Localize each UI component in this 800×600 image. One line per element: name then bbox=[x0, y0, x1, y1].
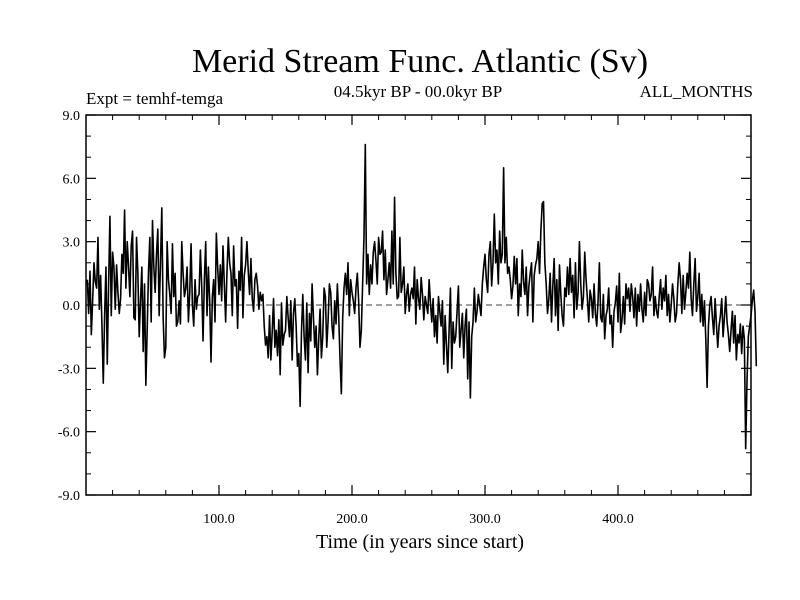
y-tick-label: 3.0 bbox=[63, 236, 81, 251]
x-axis: 100.0 200.0 300.0 400.0 bbox=[112, 115, 725, 527]
experiment-label: Expt = temhf-temga bbox=[86, 89, 224, 108]
series-line bbox=[86, 143, 758, 450]
y-tick-label: 9.0 bbox=[63, 109, 81, 124]
y-tick-label: -9.0 bbox=[58, 489, 80, 504]
y-tick-label: -3.0 bbox=[58, 362, 80, 377]
chart-title: Merid Stream Func. Atlantic (Sv) bbox=[192, 43, 648, 80]
y-tick-label: -6.0 bbox=[58, 426, 80, 441]
y-axis: 9.0 6.0 3.0 0.0 -3.0 -6.0 -9.0 bbox=[58, 109, 751, 504]
plot-area: 9.0 6.0 3.0 0.0 -3.0 -6.0 -9.0 100.0 200.0 300.0… bbox=[58, 109, 758, 527]
x-tick-label: 300.0 bbox=[469, 512, 501, 527]
x-tick-label: 400.0 bbox=[602, 512, 634, 527]
y-tick-label: 6.0 bbox=[63, 172, 81, 187]
months-label: ALL_MONTHS bbox=[640, 82, 753, 101]
y-tick-label: 0.0 bbox=[63, 299, 81, 314]
period-label: 04.5kyr BP - 00.0kyr BP bbox=[334, 82, 502, 101]
x-axis-label: Time (in years since start) bbox=[316, 531, 524, 553]
x-tick-label: 100.0 bbox=[203, 512, 235, 527]
x-tick-label: 200.0 bbox=[336, 512, 368, 527]
